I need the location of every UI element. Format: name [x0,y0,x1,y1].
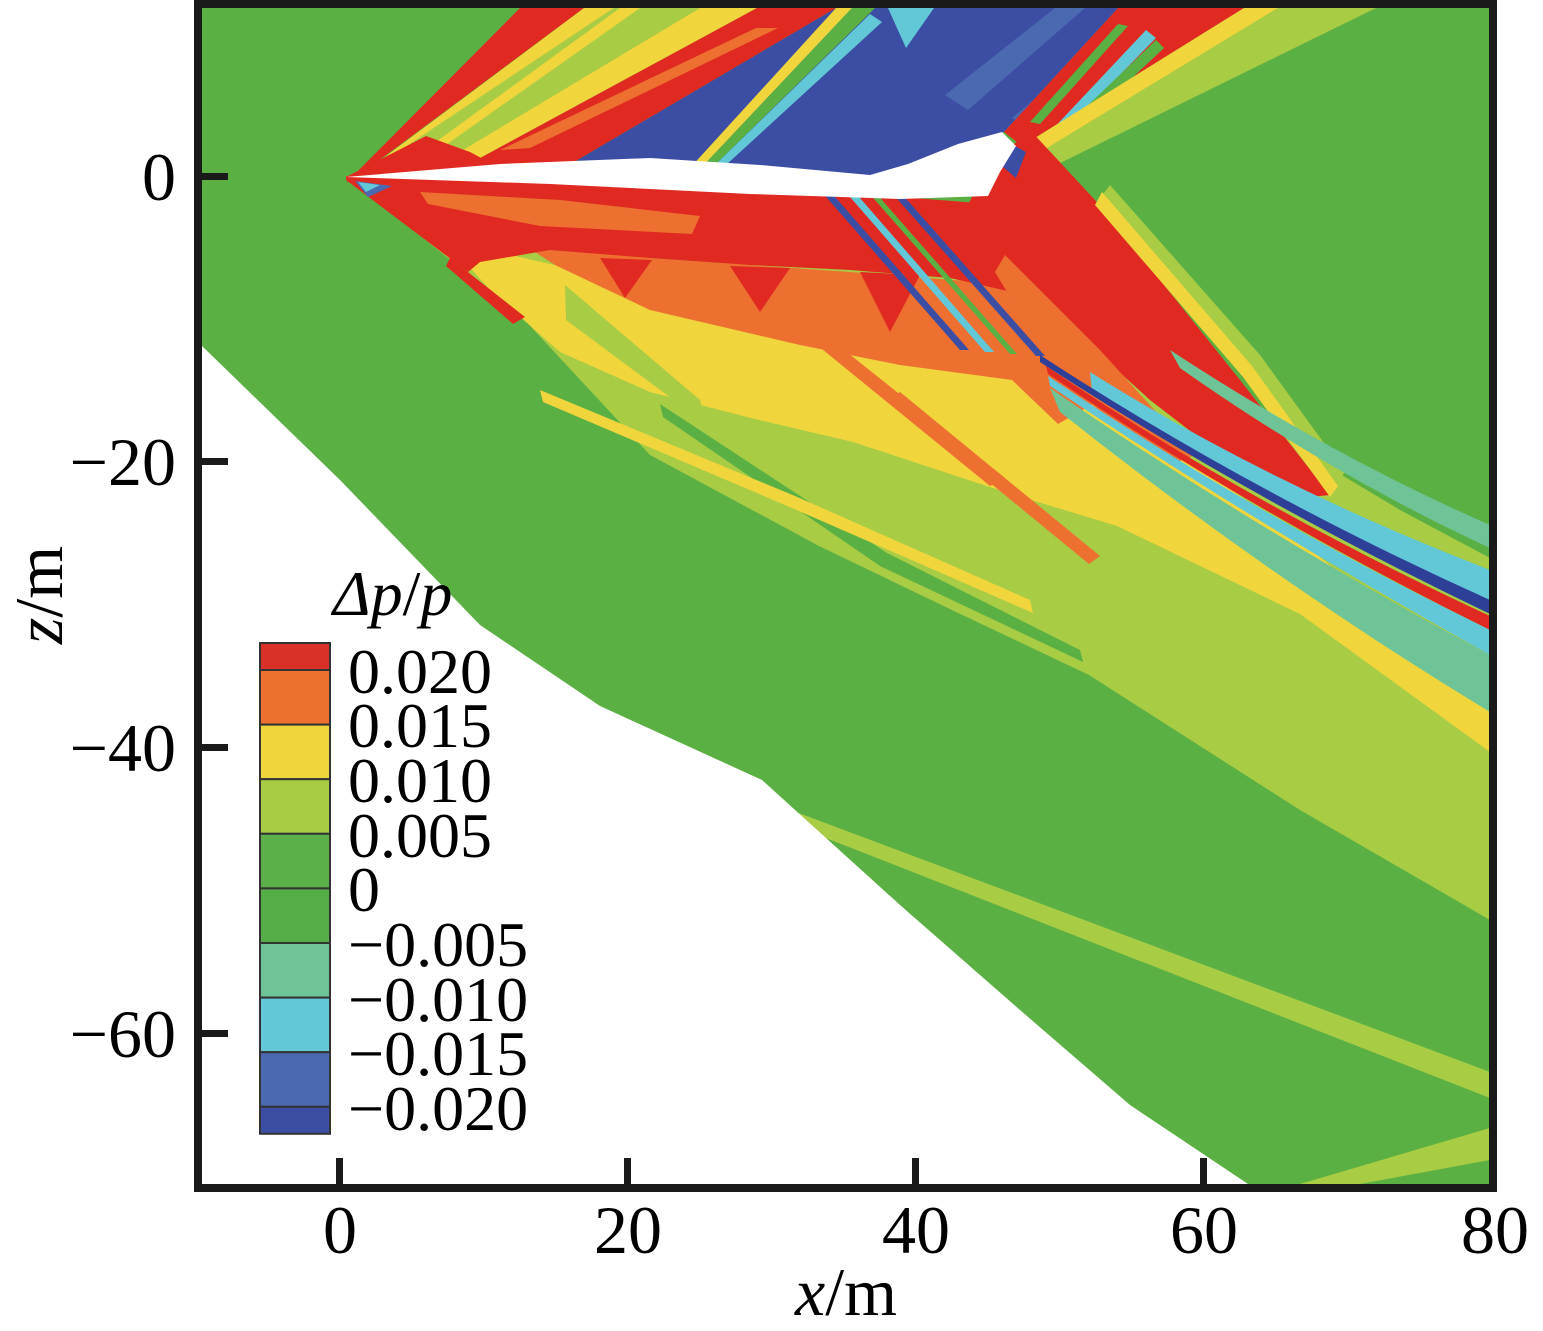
svg-text:0.020: 0.020 [348,636,492,707]
svg-text:−0.020: −0.020 [348,1073,528,1144]
svg-text:Δp/p: Δp/p [330,558,452,629]
svg-text:0: 0 [323,1192,357,1268]
svg-text:0.010: 0.010 [348,745,492,816]
svg-text:80: 80 [1461,1192,1529,1268]
svg-text:0: 0 [142,139,176,215]
svg-text:0.005: 0.005 [348,800,492,871]
svg-text:−0.010: −0.010 [348,964,528,1035]
svg-text:−0.015: −0.015 [348,1018,528,1089]
svg-text:0: 0 [348,854,380,925]
svg-text:40: 40 [882,1192,950,1268]
svg-text:−0.005: −0.005 [348,909,528,980]
svg-text:−60: −60 [70,996,176,1072]
svg-text:20: 20 [594,1192,662,1268]
svg-text:−40: −40 [70,710,176,786]
svg-text:60: 60 [1170,1192,1238,1268]
svg-text:z/m: z/m [1,546,77,645]
svg-text:0.015: 0.015 [348,690,492,761]
svg-text:x/m: x/m [794,1254,897,1330]
svg-text:−20: −20 [70,424,176,500]
